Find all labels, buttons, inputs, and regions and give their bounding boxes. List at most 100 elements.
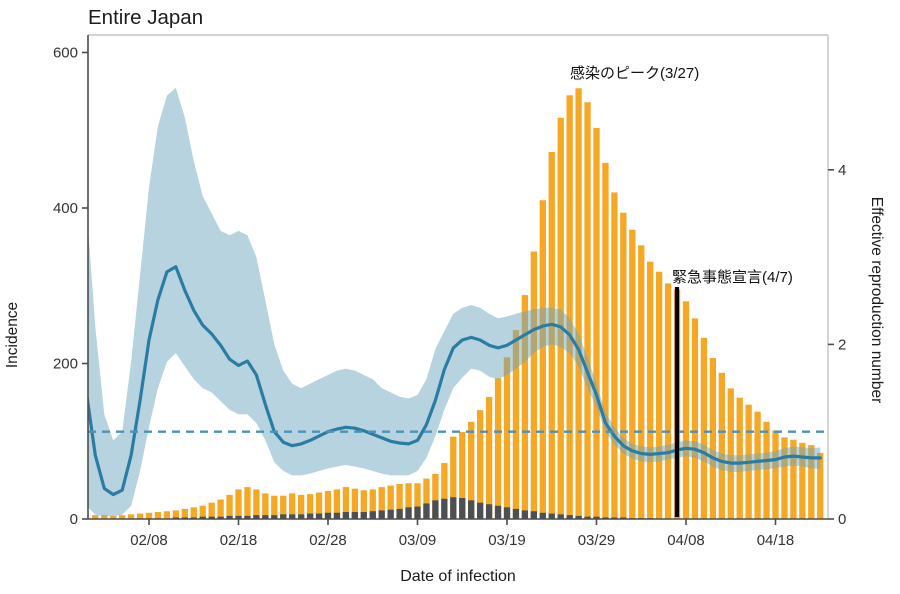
incidence-bar — [539, 200, 546, 519]
incidence-bar — [342, 487, 350, 519]
incidence-bar — [280, 495, 287, 519]
incidence-bar — [244, 487, 251, 519]
incidence-bar — [781, 437, 788, 519]
incidence-bar — [441, 463, 448, 519]
incidence-bar — [799, 442, 806, 519]
incidence-bar — [333, 489, 341, 519]
axes-group: 0 200 400 600 0 2 4 02/08 02/18 02/28 03/09 03/19 03… — [53, 34, 846, 549]
dark-incidence-bar — [396, 508, 403, 519]
incidence-bar — [709, 358, 716, 519]
x-tick-label: 04/18 — [757, 532, 795, 549]
incidence-bar — [763, 421, 770, 519]
incidence-bar — [110, 515, 117, 519]
incidence-bar — [378, 487, 385, 519]
incidence-bar — [808, 445, 815, 519]
incidence-bar — [414, 483, 421, 519]
incidence-bar — [315, 492, 323, 519]
dark-incidence-bar — [280, 514, 287, 519]
dark-incidence-bar — [333, 512, 341, 519]
dark-incidence-bar — [235, 515, 242, 519]
dark-incidence-bar — [423, 503, 430, 519]
incidence-bar — [602, 162, 609, 519]
dark-incidence-bar — [315, 513, 323, 519]
incidence-bar — [351, 488, 358, 519]
dark-incidence-bar — [468, 500, 475, 519]
incidence-bars-group — [92, 88, 824, 519]
incidence-bar — [387, 485, 394, 519]
x-tick-label: 03/19 — [488, 532, 526, 549]
incidence-bar — [101, 515, 108, 519]
incidence-bar — [638, 245, 645, 519]
incidence-bar — [396, 484, 403, 519]
dark-incidence-bar — [244, 515, 251, 519]
incidence-bar — [262, 493, 269, 519]
dark-incidence-bar — [324, 512, 332, 519]
incidence-bar — [360, 490, 367, 519]
dark-incidence-bar — [414, 506, 421, 519]
dark-incidence-bar — [262, 515, 269, 519]
dark-incidence-bar — [289, 514, 296, 519]
incidence-bar — [208, 502, 215, 519]
incidence-bar — [700, 337, 708, 519]
dark-incidence-bar — [298, 514, 305, 519]
incidence-bar — [190, 507, 197, 519]
incidence-bar — [136, 513, 144, 519]
confidence-band — [88, 87, 821, 517]
peak-annotation: 感染のピーク(3/27) — [570, 65, 699, 82]
incidence-bar — [163, 511, 171, 519]
incidence-bar — [584, 102, 591, 519]
dark-incidence-bar — [360, 512, 367, 519]
dark-incidence-bar — [199, 516, 206, 519]
incidence-bar — [647, 261, 654, 519]
dark-incidence-bar — [441, 498, 448, 519]
incidence-bar — [718, 372, 725, 519]
dark-incidence-bar — [351, 512, 358, 519]
dark-incidence-bar — [217, 516, 224, 519]
dark-incidence-bar — [503, 507, 511, 519]
incidence-bar — [620, 212, 627, 519]
incidence-bar — [817, 452, 824, 519]
x-tick-label: 03/09 — [399, 532, 437, 549]
incidence-bar — [145, 512, 153, 519]
dark-incidence-bar — [378, 510, 385, 519]
chart-title: Entire Japan — [88, 6, 203, 29]
incidence-bar — [369, 489, 376, 519]
incidence-bar — [790, 439, 797, 519]
incidence-bar — [459, 431, 466, 519]
x-tick-label: 04/08 — [667, 532, 705, 549]
x-tick-label: 02/18 — [220, 532, 258, 549]
incidence-bar — [306, 494, 314, 519]
incidence-bar — [154, 512, 162, 519]
incidence-bar — [217, 499, 224, 519]
dark-incidence-bar — [253, 515, 260, 519]
dark-incidence-bar — [512, 508, 520, 519]
dark-incidence-bar — [485, 504, 493, 519]
incidence-bar — [682, 301, 690, 519]
incidence-bar — [127, 514, 135, 519]
incidence-bar — [566, 95, 573, 519]
dark-incidence-bar — [575, 515, 582, 519]
dark-incidence-bar — [342, 512, 350, 519]
x-tick-label: 03/29 — [578, 532, 616, 549]
dark-incidence-bar — [494, 505, 502, 519]
y-tick-label-left: 0 — [70, 511, 78, 528]
incidence-bar — [494, 378, 502, 519]
incidence-bar — [691, 318, 699, 519]
incidence-bar — [253, 489, 260, 519]
dark-incidence-bar — [530, 511, 537, 519]
dark-incidence-bar — [450, 497, 457, 519]
dark-incidence-bar — [226, 515, 233, 519]
incidence-bar — [235, 489, 242, 519]
dark-incidence-bar — [539, 512, 546, 519]
y-tick-label-right: 0 — [838, 511, 846, 528]
incidence-bar — [172, 510, 179, 519]
rt-line — [88, 265, 822, 497]
dark-incidence-bar — [271, 515, 278, 519]
y-axis-label-right: Effective reproduction number — [868, 197, 885, 404]
dark-incidence-bar — [306, 513, 314, 519]
incidence-bar — [119, 515, 126, 519]
y-tick-label-left: 200 — [53, 356, 78, 373]
x-tick-label: 02/08 — [130, 532, 168, 549]
dark-incidence-bar — [369, 511, 376, 519]
